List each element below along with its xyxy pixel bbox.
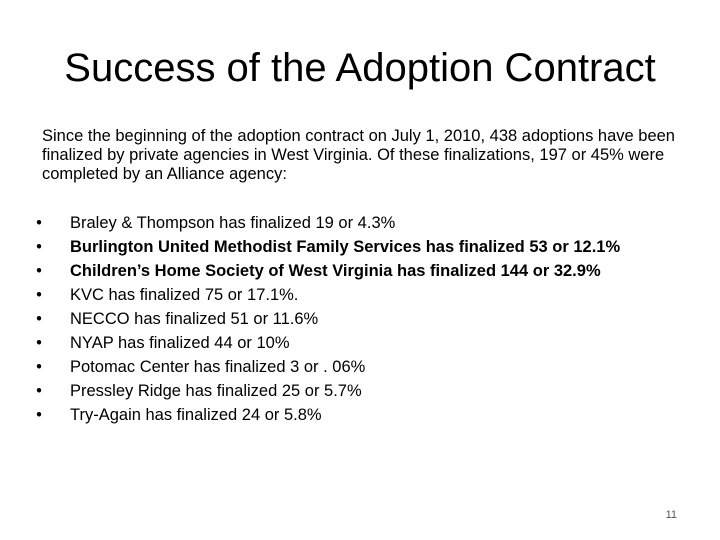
list-item-text: Burlington United Methodist Family Servi… bbox=[70, 238, 621, 256]
list-item-text: NECCO has finalized 51 or 11.6% bbox=[70, 310, 319, 328]
list-item-text: Potomac Center has finalized 3 or . 06% bbox=[70, 358, 366, 376]
list-item-text: KVC has finalized 75 or 17.1%. bbox=[70, 286, 299, 304]
bullet-icon: • bbox=[36, 286, 42, 304]
bullet-icon: • bbox=[36, 238, 42, 256]
bullet-icon: • bbox=[36, 406, 42, 424]
agency-list: • Braley & Thompson has finalized 19 or … bbox=[30, 214, 680, 430]
list-item-text: NYAP has finalized 44 or 10% bbox=[70, 334, 290, 352]
list-item-text: Children’s Home Society of West Virginia… bbox=[70, 262, 601, 280]
list-item: • KVC has finalized 75 or 17.1%. bbox=[30, 286, 680, 305]
bullet-icon: • bbox=[36, 382, 42, 400]
list-item: • Try-Again has finalized 24 or 5.8% bbox=[30, 406, 680, 425]
list-item: • Children’s Home Society of West Virgin… bbox=[30, 262, 680, 281]
list-item: • Braley & Thompson has finalized 19 or … bbox=[30, 214, 680, 233]
bullet-icon: • bbox=[36, 214, 42, 232]
list-item-text: Try-Again has finalized 24 or 5.8% bbox=[70, 406, 322, 424]
bullet-icon: • bbox=[36, 334, 42, 352]
list-item-text: Pressley Ridge has finalized 25 or 5.7% bbox=[70, 382, 362, 400]
bullet-icon: • bbox=[36, 262, 42, 280]
bullet-icon: • bbox=[36, 358, 42, 376]
bullet-icon: • bbox=[36, 310, 42, 328]
list-item: • Potomac Center has finalized 3 or . 06… bbox=[30, 358, 680, 377]
list-item-text: Braley & Thompson has finalized 19 or 4.… bbox=[70, 214, 396, 232]
list-item: • Pressley Ridge has finalized 25 or 5.7… bbox=[30, 382, 680, 401]
list-item: • Burlington United Methodist Family Ser… bbox=[30, 238, 680, 257]
list-item: • NECCO has finalized 51 or 11.6% bbox=[30, 310, 680, 329]
intro-paragraph: Since the beginning of the adoption cont… bbox=[42, 127, 675, 183]
slide-title: Success of the Adoption Contract bbox=[64, 46, 656, 90]
page-number: 11 bbox=[665, 509, 677, 521]
list-item: • NYAP has finalized 44 or 10% bbox=[30, 334, 680, 353]
